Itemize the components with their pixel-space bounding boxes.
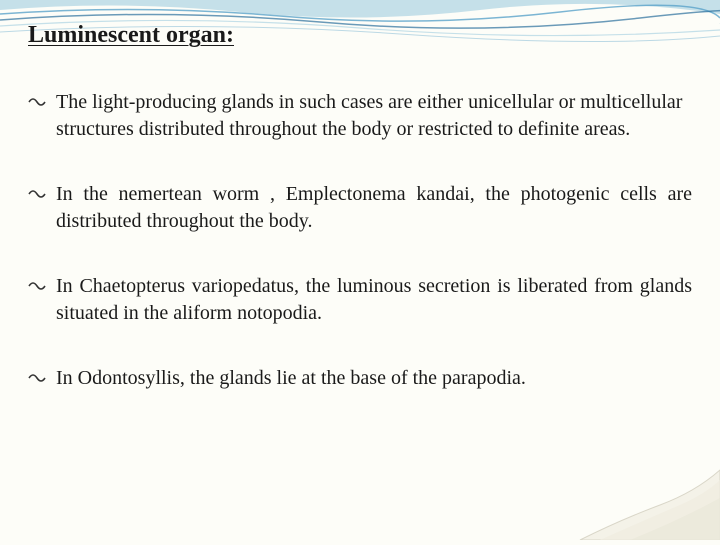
- bullet-item: In Odontosyllis, the glands lie at the b…: [28, 365, 692, 392]
- bullet-item: In Chaetopterus variopedatus, the lumino…: [28, 273, 692, 327]
- page-curl-decoration: [540, 450, 720, 540]
- slide-heading: Luminescent organ:: [28, 22, 692, 49]
- bullet-item: In the nemertean worm , Emplectonema kan…: [28, 181, 692, 235]
- slide-content: Luminescent organ: The light-producing g…: [0, 0, 720, 392]
- bullet-item: The light-producing glands in such cases…: [28, 89, 692, 143]
- bullet-list: The light-producing glands in such cases…: [28, 89, 692, 392]
